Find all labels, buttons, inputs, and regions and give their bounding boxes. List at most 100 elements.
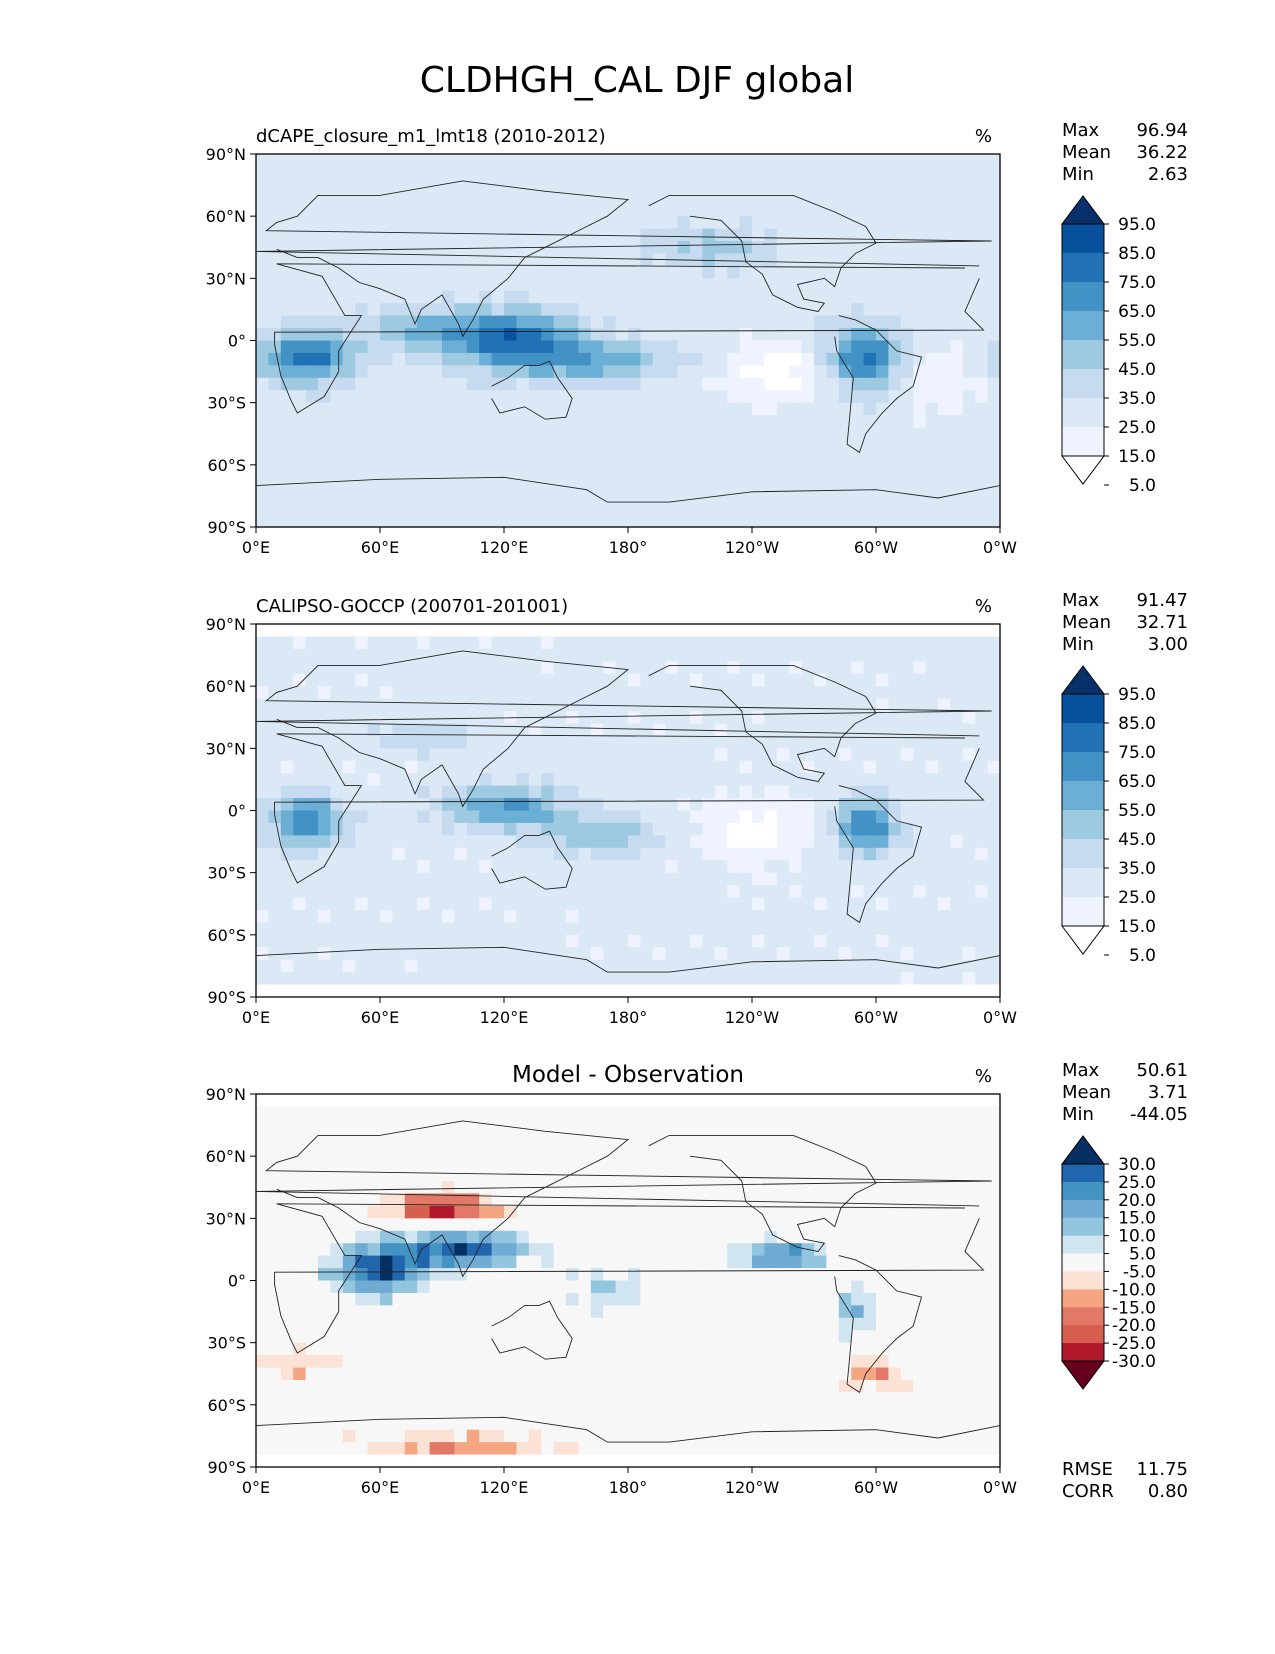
heatmap-cell xyxy=(851,922,864,935)
heatmap-cell xyxy=(504,316,517,329)
heatmap-cell xyxy=(380,711,393,724)
heatmap-cell xyxy=(653,291,666,304)
heatmap-cell xyxy=(454,761,467,774)
heatmap-cell xyxy=(529,686,542,699)
heatmap-cell xyxy=(417,465,430,478)
heatmap-cell xyxy=(950,428,963,441)
heatmap-cell xyxy=(839,761,852,774)
heatmap-cell xyxy=(417,390,430,403)
heatmap-cell xyxy=(442,636,455,649)
heatmap-cell xyxy=(727,1343,740,1356)
heatmap-cell xyxy=(839,985,852,998)
heatmap-cell xyxy=(529,204,542,217)
heatmap-cell xyxy=(454,811,467,824)
heatmap-cell xyxy=(256,465,269,478)
heatmap-cell xyxy=(430,1243,443,1256)
heatmap-cell xyxy=(826,216,839,229)
heatmap-cell xyxy=(628,166,641,179)
heatmap-cell xyxy=(566,1268,579,1281)
heatmap-cell xyxy=(789,835,802,848)
heatmap-cell xyxy=(442,291,455,304)
heatmap-cell xyxy=(963,166,976,179)
heatmap-cell xyxy=(864,353,877,366)
heatmap-cell xyxy=(529,835,542,848)
heatmap-cell xyxy=(665,873,678,886)
heatmap-cell xyxy=(876,440,889,453)
heatmap-cell xyxy=(516,1318,529,1331)
heatmap-cell xyxy=(715,985,728,998)
heatmap-cell xyxy=(702,1343,715,1356)
heatmap-cell xyxy=(479,452,492,465)
heatmap-cell xyxy=(640,723,653,736)
heatmap-cell xyxy=(963,636,976,649)
heatmap-cell xyxy=(913,241,926,254)
heatmap-cell xyxy=(926,761,939,774)
heatmap-cell xyxy=(454,390,467,403)
heatmap-cell xyxy=(516,1268,529,1281)
heatmap-cell xyxy=(789,477,802,490)
heatmap-cell xyxy=(764,1193,777,1206)
heatmap-cell xyxy=(541,291,554,304)
heatmap-cell xyxy=(343,1156,356,1169)
heatmap-cell xyxy=(802,253,815,266)
heatmap-cell xyxy=(578,848,591,861)
heatmap-cell xyxy=(888,761,901,774)
heatmap-cell xyxy=(281,291,294,304)
heatmap-cell xyxy=(616,204,629,217)
heatmap-cell xyxy=(752,465,765,478)
heatmap-cell xyxy=(318,761,331,774)
heatmap-cell xyxy=(727,947,740,960)
heatmap-cell xyxy=(405,910,418,923)
heatmap-cell xyxy=(913,502,926,515)
heatmap-cell xyxy=(430,1206,443,1219)
heatmap-cell xyxy=(578,1293,591,1306)
heatmap-cell xyxy=(417,415,430,428)
heatmap-cell xyxy=(529,353,542,366)
heatmap-cell xyxy=(764,154,777,167)
heatmap-cell xyxy=(306,1156,319,1169)
heatmap-cell xyxy=(616,860,629,873)
heatmap-cell xyxy=(368,440,381,453)
heatmap-cell xyxy=(740,848,753,861)
heatmap-cell xyxy=(802,502,815,515)
heatmap-cell xyxy=(256,922,269,935)
heatmap-cell xyxy=(516,1243,529,1256)
heatmap-cell xyxy=(876,1243,889,1256)
heatmap-cell xyxy=(405,1281,418,1294)
heatmap-cell xyxy=(926,378,939,391)
heatmap-cell xyxy=(306,873,319,886)
heatmap-cell xyxy=(566,1305,579,1318)
heatmap-cell xyxy=(851,452,864,465)
heatmap-cell xyxy=(516,266,529,279)
heatmap-cell xyxy=(975,440,988,453)
heatmap-cell xyxy=(740,1305,753,1318)
heatmap-cell xyxy=(281,515,294,528)
heatmap-cell xyxy=(678,649,691,662)
heatmap-cell xyxy=(417,1206,430,1219)
heatmap-cell xyxy=(380,1094,393,1107)
heatmap-cell xyxy=(938,1243,951,1256)
heatmap-cell xyxy=(318,935,331,948)
heatmap-cell xyxy=(417,477,430,490)
heatmap-cell xyxy=(442,154,455,167)
heatmap-cell xyxy=(343,922,356,935)
heatmap-cell xyxy=(430,748,443,761)
heatmap-cell xyxy=(479,365,492,378)
heatmap-cell xyxy=(256,873,269,886)
heatmap-cell xyxy=(467,166,480,179)
heatmap-cell xyxy=(417,179,430,192)
heatmap-cell xyxy=(764,1181,777,1194)
heatmap-cell xyxy=(640,502,653,515)
heatmap-cell xyxy=(777,736,790,749)
heatmap-cell xyxy=(591,216,604,229)
heatmap-cell xyxy=(318,1119,331,1132)
heatmap-cell xyxy=(504,216,517,229)
heatmap-cell xyxy=(938,1131,951,1144)
heatmap-cell xyxy=(479,1330,492,1343)
heatmap-cell xyxy=(926,1318,939,1331)
heatmap-cell xyxy=(678,1231,691,1244)
heatmap-cell xyxy=(603,1156,616,1169)
heatmap-cell xyxy=(392,823,405,836)
heatmap-cell xyxy=(430,403,443,416)
heatmap-cell xyxy=(888,465,901,478)
